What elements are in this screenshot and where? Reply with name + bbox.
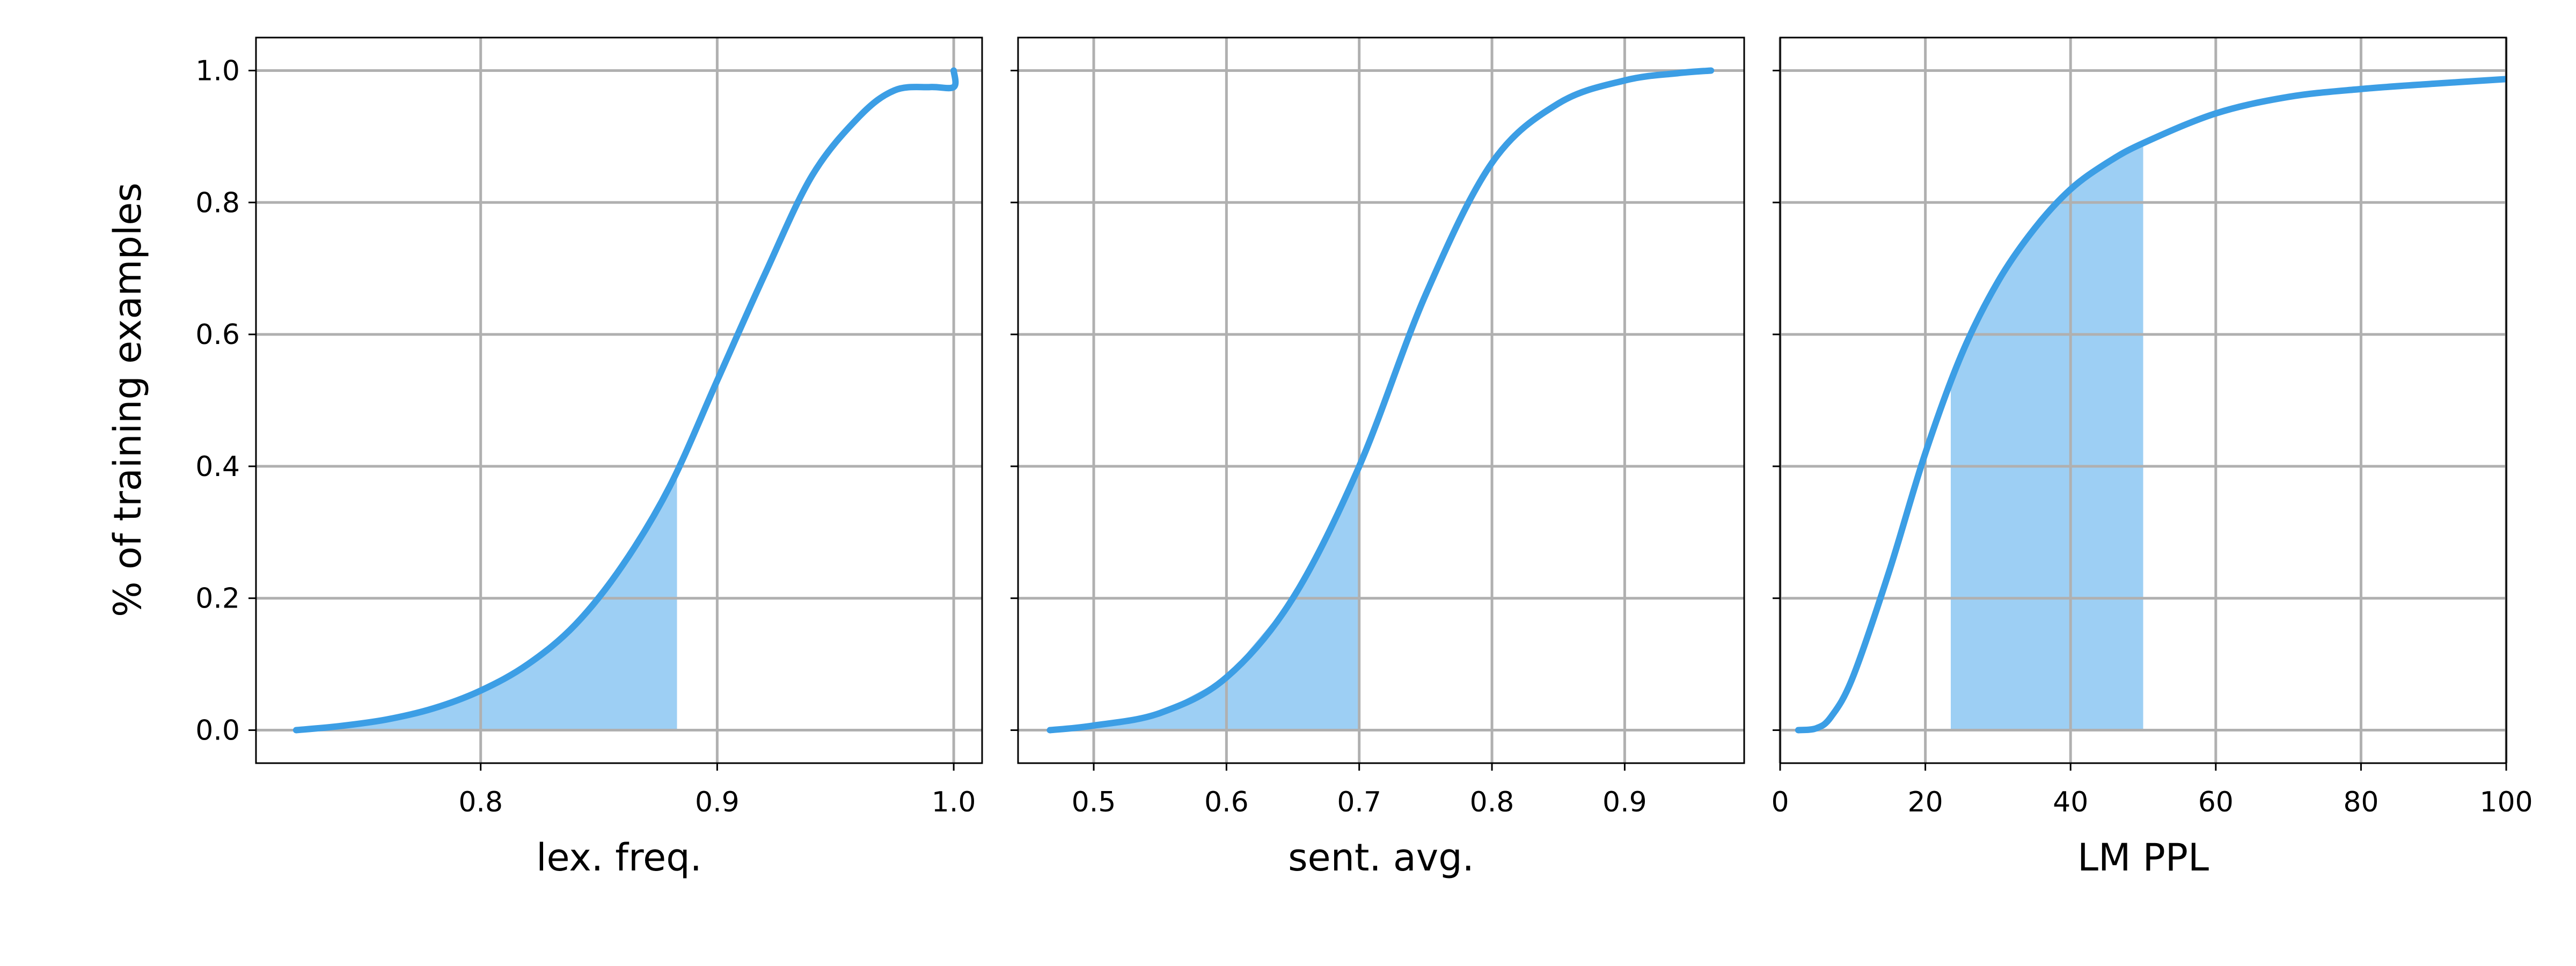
x-tick-label: 0.6 (1204, 786, 1249, 818)
y-tick-label: 0.4 (195, 451, 240, 483)
axes-frame (255, 36, 983, 764)
x-tick-label: 0.5 (1072, 786, 1116, 818)
chart-panels: 0.8 0.9 1.0 0.0 0.2 0.4 0.6 0.8 1.0 lex. freq. 0.5… (195, 36, 2533, 880)
x-axis-title: lex. freq. (536, 836, 702, 880)
x-tick-label: 0 (1771, 786, 1789, 818)
cdf-line (1046, 67, 1715, 734)
y-tick-label: 0.6 (195, 319, 240, 351)
x-tick-label: 40 (2053, 786, 2088, 818)
x-tick-label: 80 (2343, 786, 2379, 818)
x-tick-label: 60 (2198, 786, 2234, 818)
y-axis-title: % of training examples (106, 182, 150, 617)
panel-2: 0.5 0.6 0.7 0.8 0.9 sent. avg. (1011, 36, 1745, 880)
x-axis-title: sent. avg. (1288, 836, 1474, 880)
x-tick-label: 100 (2479, 786, 2533, 818)
shaded-region (1052, 466, 1359, 730)
x-axis-title: LM PPL (2077, 836, 2209, 880)
cdf-line (1795, 76, 2506, 734)
y-tick-label: 0.2 (195, 583, 240, 615)
shaded-region (1951, 143, 2143, 730)
x-tick-label: 0.9 (1602, 786, 1647, 818)
y-tick-label: 1.0 (195, 55, 240, 87)
panel-1: 0.8 0.9 1.0 0.0 0.2 0.4 0.6 0.8 1.0 lex. freq. (195, 36, 983, 880)
axes-frame (1779, 36, 2507, 764)
x-tick-label: 0.9 (695, 786, 740, 818)
axes-frame (1017, 36, 1745, 764)
x-tick-label: 20 (1908, 786, 1943, 818)
shaded-region (298, 470, 677, 730)
panel-3: 0 20 40 60 80 100 LM PPL (1771, 36, 2533, 880)
x-tick-label: 0.7 (1337, 786, 1381, 818)
x-tick-label: 0.8 (458, 786, 503, 818)
x-tick-label: 1.0 (932, 786, 976, 818)
y-tick-label: 0.0 (195, 715, 240, 747)
cdf-line (292, 67, 959, 734)
y-tick-label: 0.8 (195, 187, 240, 219)
x-tick-label: 0.8 (1470, 786, 1514, 818)
